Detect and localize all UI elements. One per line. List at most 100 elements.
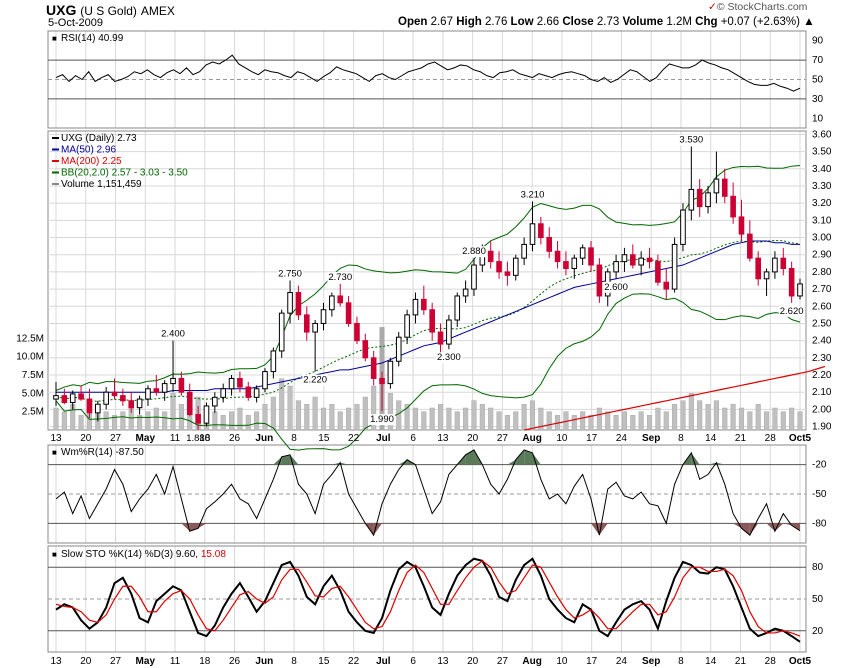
chart-date: 5-Oct-2009 bbox=[48, 17, 104, 29]
candle-body bbox=[303, 314, 310, 333]
price-annotation: 3.210 bbox=[521, 189, 545, 200]
x-tick-label: 27 bbox=[497, 433, 509, 444]
candle-body bbox=[270, 350, 277, 373]
volume-bar bbox=[329, 404, 335, 431]
brand-mark-icon: ✓ bbox=[708, 1, 717, 13]
sto-legend-d-value: 15.08 bbox=[201, 549, 226, 560]
candle-body bbox=[630, 254, 636, 266]
candle-body bbox=[312, 322, 318, 333]
x-tick-label: 27 bbox=[497, 656, 509, 667]
volume-bar bbox=[755, 404, 761, 431]
volume-bar bbox=[262, 404, 268, 431]
candle-body bbox=[412, 298, 419, 316]
candle-body bbox=[788, 267, 795, 297]
candle-body bbox=[755, 257, 762, 280]
candle-body bbox=[571, 257, 578, 269]
candle-body bbox=[763, 271, 770, 280]
price-legend-entry: BB(20,2.0) 2.57 - 3.03 - 3.50 bbox=[61, 168, 188, 179]
x-tick-label: 20 bbox=[467, 433, 479, 444]
volume-bar bbox=[596, 407, 602, 431]
price-annotation: 1.880 bbox=[186, 433, 210, 444]
bb-lower-line bbox=[55, 293, 801, 451]
volume-value: 1.2M bbox=[666, 16, 692, 28]
wr-series-line bbox=[55, 449, 801, 537]
candle-body bbox=[563, 261, 569, 269]
wr-oversold-fill bbox=[181, 523, 190, 532]
candle-body bbox=[94, 403, 101, 414]
price-annotation: 1.990 bbox=[370, 414, 394, 425]
candle-body bbox=[721, 178, 728, 197]
candle-body bbox=[370, 357, 377, 379]
volume-bar bbox=[78, 415, 84, 431]
x-tick-label: 26 bbox=[229, 433, 241, 444]
rsi-tick-label: 90 bbox=[812, 36, 824, 47]
candle-body bbox=[245, 386, 252, 398]
ma50-line bbox=[56, 240, 800, 393]
volume-bar bbox=[479, 404, 485, 431]
candle-body bbox=[345, 302, 352, 324]
up-triangle-icon: ▲ bbox=[803, 16, 815, 28]
volume-bar bbox=[137, 415, 143, 431]
rsi-series-line bbox=[55, 54, 801, 92]
candle-body bbox=[688, 188, 695, 211]
low-label: Low bbox=[510, 16, 534, 28]
volume-bar bbox=[111, 415, 118, 431]
price-annotation: 2.400 bbox=[161, 329, 185, 340]
volume-bar bbox=[488, 407, 494, 431]
sto-legend-icon: ■ bbox=[52, 550, 57, 559]
x-tick-label: May bbox=[136, 433, 156, 444]
volume-bar bbox=[295, 400, 301, 431]
candle-body bbox=[320, 309, 327, 324]
x-tick-label: 13 bbox=[437, 656, 449, 667]
candle-body bbox=[379, 377, 385, 385]
candle-body bbox=[120, 395, 126, 402]
candle-body bbox=[655, 261, 661, 283]
volume-bar bbox=[429, 407, 435, 431]
candle-body bbox=[671, 243, 678, 290]
brand-logo: ✓© StockCharts.com bbox=[708, 1, 807, 13]
volume-bar bbox=[279, 378, 285, 431]
price-tick-label: 3.00 bbox=[812, 233, 832, 244]
x-tick-label: 8 bbox=[291, 656, 297, 667]
rsi-legend: RSI(14) 40.99 bbox=[61, 33, 124, 44]
volume-bar bbox=[780, 411, 786, 431]
x-tick-label: Jul bbox=[376, 656, 391, 667]
rsi-legend-icon: ■ bbox=[52, 34, 57, 43]
x-tick-label: 11 bbox=[170, 433, 181, 444]
exchange: AMEX bbox=[140, 4, 175, 18]
x-tick-label: Oct5 bbox=[789, 656, 812, 667]
volume-bar bbox=[646, 415, 653, 431]
volume-bar bbox=[529, 400, 536, 431]
price-tick-label: 2.80 bbox=[812, 267, 832, 278]
x-tick-label: Oct5 bbox=[789, 433, 812, 444]
price-annotation: 2.600 bbox=[604, 282, 628, 293]
x-tick-label: Aug bbox=[522, 656, 541, 667]
volume-bar bbox=[705, 404, 711, 431]
candle-body bbox=[69, 393, 76, 404]
price-legend-entry: MA(50) 2.96 bbox=[61, 145, 116, 156]
high-label: High bbox=[456, 16, 482, 28]
x-tick-label: 24 bbox=[616, 433, 628, 444]
volume-bar bbox=[655, 407, 661, 431]
x-tick-label: 11 bbox=[170, 656, 181, 667]
volume-bar bbox=[747, 411, 753, 431]
price-tick-label: 2.70 bbox=[812, 284, 832, 295]
candle-body bbox=[295, 292, 302, 316]
annotation-bg bbox=[461, 246, 487, 258]
x-tick-label: 10 bbox=[556, 656, 568, 667]
wr-overbought-fill bbox=[691, 452, 700, 465]
price-tick-label: 2.30 bbox=[812, 353, 832, 364]
high-value: 2.76 bbox=[484, 16, 508, 28]
annotation-bg bbox=[277, 268, 303, 280]
volume-bar bbox=[738, 407, 745, 431]
volume-bar bbox=[571, 415, 577, 431]
x-tick-label: 6 bbox=[410, 656, 416, 667]
candle-body bbox=[713, 178, 720, 194]
volume-tick-label: 7.5M bbox=[22, 370, 44, 381]
volume-bar bbox=[337, 411, 343, 431]
volume-bar bbox=[53, 407, 59, 431]
volume-tick-label: 5.0M bbox=[22, 388, 44, 399]
price-tick-label: 2.90 bbox=[812, 250, 832, 261]
candle-body bbox=[195, 414, 201, 424]
